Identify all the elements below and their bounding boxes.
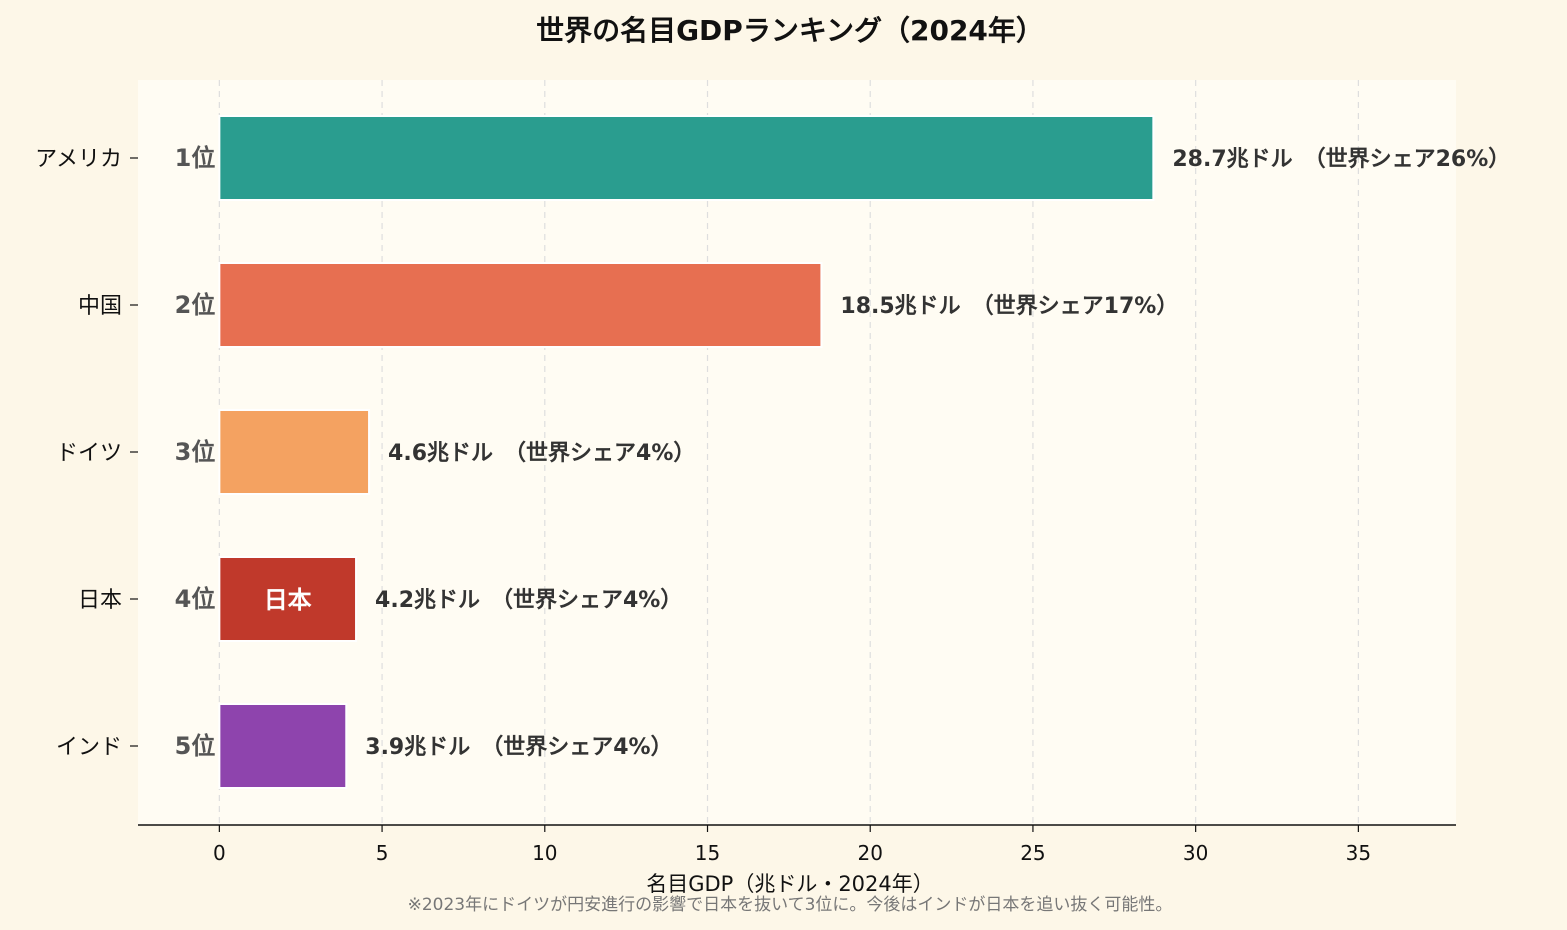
value-label: 4.2兆ドル （世界シェア4%） (375, 588, 682, 613)
x-tick-label: 25 (1020, 841, 1045, 865)
y-category-label: 中国 (78, 294, 122, 319)
x-tick-label: 20 (857, 841, 882, 865)
rank-label: 4位 (175, 585, 216, 613)
bar (218, 556, 358, 642)
value-label: 28.7兆ドル （世界シェア26%） (1172, 147, 1510, 172)
value-label: 3.9兆ドル （世界シェア4%） (365, 735, 672, 760)
rank-label: 3位 (175, 438, 216, 466)
y-category-label: インド (56, 735, 122, 760)
x-tick-label: 35 (1346, 841, 1371, 865)
x-tick-label: 30 (1183, 841, 1208, 865)
y-category-label: アメリカ (35, 147, 122, 172)
value-label: 18.5兆ドル （世界シェア17%） (840, 294, 1178, 319)
chart-title: 世界の名目GDPランキング（2024年） (536, 14, 1044, 47)
bar (218, 115, 1155, 201)
bars-group: 1位 28.7兆ドル （世界シェア26%） 2位 18.5兆ドル （世界シェア17%）… (175, 115, 1510, 789)
bar (218, 703, 348, 789)
x-tick-label: 10 (532, 841, 557, 865)
grid-lines (218, 80, 1359, 825)
bar (218, 262, 823, 348)
y-category-label: ドイツ (56, 441, 122, 466)
bar (218, 409, 371, 495)
rank-label: 5位 (175, 732, 216, 760)
x-tick-label: 0 (213, 841, 226, 865)
x-ticks: 0 5 10 15 20 25 30 35 (213, 825, 1371, 865)
rank-label: 2位 (175, 291, 216, 319)
x-tick-label: 15 (695, 841, 720, 865)
value-label: 4.6兆ドル （世界シェア4%） (388, 441, 695, 466)
x-tick-label: 5 (376, 841, 389, 865)
rank-label: 1位 (175, 144, 216, 172)
highlight-label: 日本 (264, 586, 312, 614)
y-category-label: 日本 (78, 588, 122, 613)
x-axis-label: 名目GDP（兆ドル・2024年） (646, 872, 934, 896)
footnote: ※2023年にドイツが円安進行の影響で日本を抜いて3位に。今後はインドが日本を追… (408, 895, 1173, 915)
